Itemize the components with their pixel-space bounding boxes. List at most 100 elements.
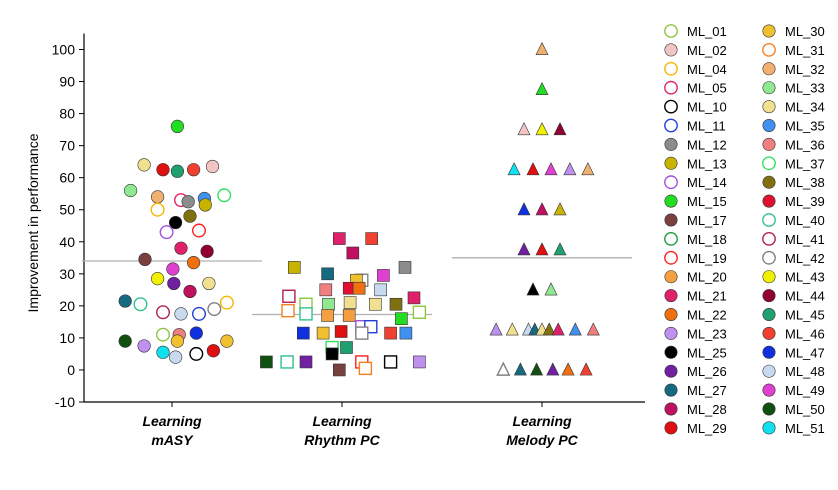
data-point <box>383 355 398 369</box>
legend-marker <box>664 270 678 284</box>
legend-marker <box>762 213 776 227</box>
data-point <box>399 326 413 340</box>
legend-label: ML_27 <box>687 383 727 398</box>
y-tick-label: 100 <box>52 42 76 58</box>
data-point <box>206 344 220 358</box>
legend-label: ML_25 <box>687 345 727 360</box>
legend-label: ML_12 <box>687 137 727 152</box>
legend-label: ML_14 <box>687 175 727 190</box>
data-point <box>517 202 531 216</box>
data-point <box>526 282 540 296</box>
legend-marker <box>762 194 776 208</box>
legend-marker <box>762 43 776 57</box>
data-point <box>159 225 174 240</box>
data-point <box>535 81 549 96</box>
data-point <box>217 188 232 203</box>
legend-marker <box>664 175 678 190</box>
data-point <box>332 363 346 377</box>
legend-marker <box>762 307 776 321</box>
x-tick-label: Learning <box>512 413 572 429</box>
data-point <box>155 327 170 342</box>
legend-label: ML_35 <box>785 119 825 134</box>
legend-marker <box>664 421 678 435</box>
data-point <box>198 198 212 212</box>
data-point <box>581 162 595 176</box>
legend-marker <box>762 81 776 95</box>
data-point <box>413 355 426 369</box>
data-point <box>118 334 132 348</box>
data-point <box>137 339 151 353</box>
data-point <box>553 122 567 136</box>
data-point <box>346 246 360 260</box>
legend-label: ML_01 <box>687 24 727 39</box>
data-point <box>321 309 334 322</box>
legend-marker <box>664 289 678 303</box>
legend-label: ML_28 <box>687 402 727 417</box>
data-point <box>352 281 366 295</box>
legend-marker <box>762 231 776 246</box>
legend-marker <box>664 43 678 57</box>
data-point <box>299 307 313 321</box>
legend-label: ML_13 <box>687 156 727 171</box>
data-point <box>530 362 544 376</box>
data-point <box>321 267 334 281</box>
data-point <box>187 163 201 177</box>
legend-label: ML_22 <box>687 308 727 323</box>
y-tick-label: 80 <box>59 106 75 122</box>
legend-marker <box>762 119 776 133</box>
data-point <box>170 119 184 134</box>
legend-label: ML_34 <box>785 100 825 115</box>
data-point <box>282 289 296 303</box>
data-point <box>207 302 222 317</box>
data-point <box>340 341 353 354</box>
data-point <box>535 242 549 256</box>
data-point <box>151 272 165 286</box>
data-point <box>174 307 188 321</box>
legend-marker <box>762 364 776 378</box>
data-point <box>535 122 549 136</box>
legend-label: ML_44 <box>785 289 825 304</box>
legend-marker <box>762 250 776 265</box>
data-point <box>151 190 165 204</box>
legend-marker <box>664 231 678 246</box>
data-point <box>169 350 183 364</box>
data-point <box>150 202 165 217</box>
legend-label: ML_23 <box>687 326 727 341</box>
legend-marker <box>664 213 678 227</box>
y-tick-label: 0 <box>67 362 75 378</box>
x-axis-labels: Learning mASY Learning Rhythm PC Learning Mel… <box>142 402 579 448</box>
legend-marker <box>664 61 678 76</box>
y-tick-label: -10 <box>55 394 75 410</box>
x-tick-label: Melody PC <box>506 432 578 448</box>
legend-marker <box>762 289 776 303</box>
y-tick-label: 40 <box>59 234 75 250</box>
data-point <box>181 195 195 209</box>
data-point <box>316 326 330 340</box>
data-point <box>407 291 421 305</box>
legend-label: ML_11 <box>687 119 726 134</box>
data-point <box>220 334 234 348</box>
legend-label: ML_30 <box>785 24 825 39</box>
data-point <box>551 322 565 336</box>
x-tick-label: Rhythm PC <box>304 432 380 448</box>
data-point <box>169 215 183 230</box>
data-point <box>561 362 575 376</box>
data-point <box>280 355 294 369</box>
data-point <box>586 322 600 336</box>
legend-label: ML_51 <box>785 421 825 436</box>
data-point <box>342 309 356 322</box>
legend-marker <box>664 402 678 416</box>
legend-label: ML_15 <box>687 194 727 209</box>
data-point <box>374 283 388 297</box>
legend-label: ML_21 <box>687 289 727 304</box>
legend-label: ML_18 <box>687 232 727 247</box>
data-point <box>296 326 310 340</box>
legend-marker <box>664 194 678 208</box>
data-point <box>189 326 203 340</box>
x-tick-label: Learning <box>142 413 202 429</box>
data-point <box>412 305 427 319</box>
legend-label: ML_36 <box>785 137 825 152</box>
legend-label: ML_45 <box>785 308 825 323</box>
